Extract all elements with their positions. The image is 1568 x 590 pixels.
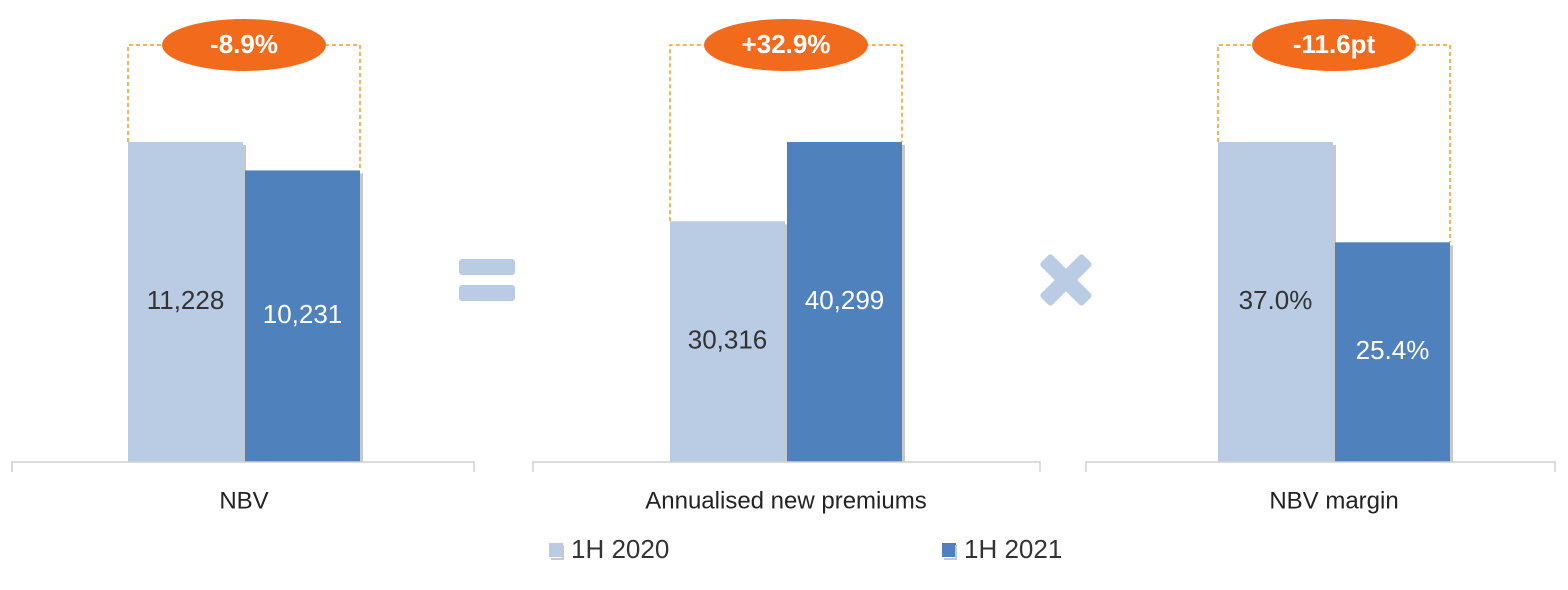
value-label: 30,316 [688,325,768,355]
legend-swatch-shadow [551,545,564,560]
change-label: -8.9% [210,29,278,59]
change-badge [704,19,868,71]
legend-swatch-shadow [944,545,957,560]
value-label: 11,228 [147,285,225,315]
value-label: 37.0% [1239,285,1313,315]
equals-sign [459,259,515,301]
axis-line [11,461,475,472]
change-label: +32.9% [742,29,831,59]
bar [1218,142,1333,462]
change-badge [1252,19,1416,71]
legend-swatch [942,543,956,557]
bar [128,142,243,462]
legend-label: 1H 2021 [964,534,1062,564]
category-label: NBV [219,487,268,514]
legend-swatch [549,543,563,557]
axis-line [1085,461,1556,472]
change-bracket [669,44,903,222]
change-badge [162,19,326,71]
category-label: NBV margin [1269,487,1398,514]
bar [1335,242,1450,462]
axis-line [532,461,1041,472]
value-label: 10,231 [263,299,343,329]
legend-label: 1H 2020 [571,534,669,564]
times-sign [1040,254,1092,306]
value-label: 25.4% [1356,335,1430,365]
change-label: -11.6pt [1293,29,1376,59]
bar [787,142,902,462]
value-label: 40,299 [805,285,885,315]
bar [670,221,785,462]
category-label: Annualised new premiums [645,487,926,514]
bar [245,170,360,462]
